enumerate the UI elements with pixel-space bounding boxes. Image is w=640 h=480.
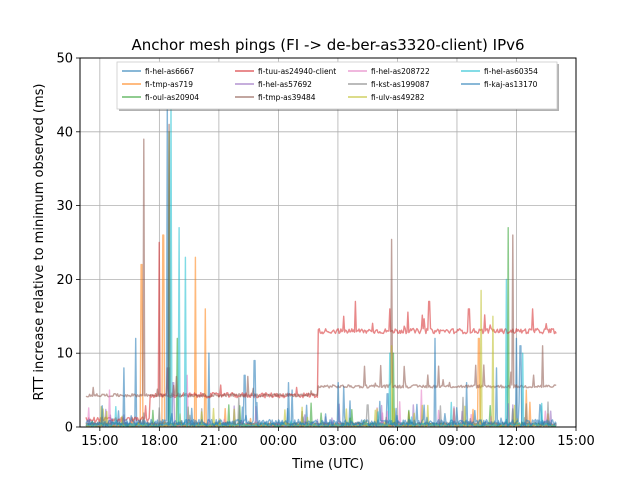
series-line-fi-ulv-as49282 bbox=[85, 289, 557, 428]
legend-label: fi-hel-as6667 bbox=[145, 67, 194, 76]
x-tick-label: 15:00 bbox=[81, 434, 118, 449]
legend: fi-hel-as6667 fi-tmp-as719 fi-oul-as20904 f… bbox=[116, 61, 559, 111]
y-tick-label: 10 bbox=[56, 347, 73, 362]
x-tick-label: 03:00 bbox=[319, 434, 356, 449]
legend-label: fi-tmp-as39484 bbox=[258, 93, 316, 102]
x-tick-label: 06:00 bbox=[379, 434, 416, 449]
series-line-fi-hel-as60354 bbox=[85, 94, 557, 427]
legend-label: fi-hel-as57692 bbox=[258, 80, 312, 89]
y-tick-label: 30 bbox=[56, 199, 73, 214]
y-tick-label: 20 bbox=[56, 273, 73, 288]
y-tick-label: 50 bbox=[56, 52, 73, 67]
series-group bbox=[85, 94, 557, 428]
x-tick-label: 09:00 bbox=[438, 434, 475, 449]
legend-label: fi-ulv-as49282 bbox=[371, 93, 425, 102]
series-line-fi-tmp-as39484 bbox=[85, 123, 557, 398]
x-tick-label: 00:00 bbox=[260, 434, 297, 449]
chart-title: Anchor mesh pings (FI -> de-ber-as3320-c… bbox=[131, 36, 524, 54]
legend-box bbox=[116, 61, 558, 110]
y-axis-title: RTT increase relative to minimum observe… bbox=[32, 84, 47, 401]
x-tick-label: 15:00 bbox=[557, 434, 594, 449]
x-tick-label: 18:00 bbox=[141, 434, 178, 449]
legend-label: fi-tuu-as24940-client bbox=[258, 67, 336, 76]
plot-area-frame bbox=[79, 57, 577, 428]
legend-label: fi-oul-as20904 bbox=[145, 93, 199, 102]
legend-label: fi-kst-as199087 bbox=[371, 80, 430, 89]
legend-label: fi-hel-as208722 bbox=[371, 67, 430, 76]
series-line-fi-kaj-as13170 bbox=[85, 101, 557, 427]
x-axis-title: Time (UTC) bbox=[291, 457, 364, 472]
x-tick-label: 12:00 bbox=[498, 434, 535, 449]
x-tick-label: 21:00 bbox=[200, 434, 237, 449]
y-tick-label: 40 bbox=[56, 125, 73, 140]
legend-label: fi-kaj-as13170 bbox=[484, 80, 538, 89]
legend-label: fi-tmp-as719 bbox=[145, 80, 193, 89]
legend-label: fi-hel-as60354 bbox=[484, 67, 538, 76]
y-tick-label: 0 bbox=[65, 421, 73, 436]
ticks: 15:00 18:00 21:00 00:00 03:00 06:00 09:00 12:00… bbox=[56, 52, 594, 450]
